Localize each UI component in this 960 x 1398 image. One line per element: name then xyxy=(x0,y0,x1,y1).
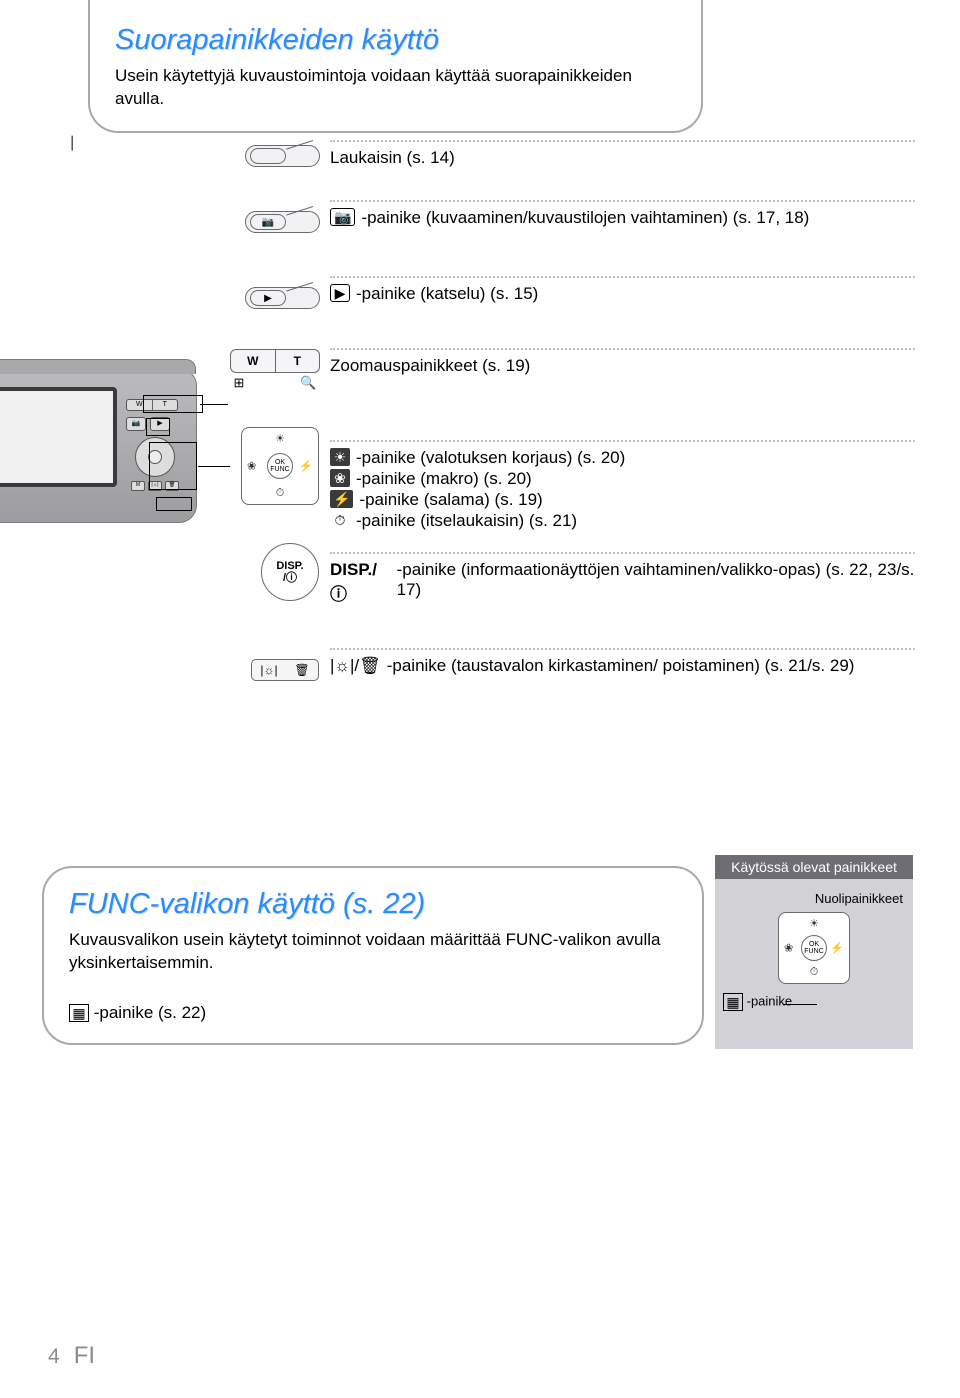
flash-label: -painike (salama) (s. 19) xyxy=(359,490,542,510)
direct-heading: Suorapainikkeiden käyttö xyxy=(115,24,676,57)
dpad-illust-wrap: ☀ ❀ ⚡ ⏱ OK FUNC xyxy=(230,446,330,486)
avail-arrow-label: Nuolipainikkeet xyxy=(725,891,903,906)
available-buttons-panel: Käytössä olevat painikkeet Nuolipainikke… xyxy=(715,855,913,1049)
func-menu-icon: ▦ xyxy=(69,1004,89,1022)
trash-btn-icon: 🗑 xyxy=(294,663,309,677)
timer-icon: ⏱ xyxy=(330,511,350,529)
backlight-illust-wrap: |☼| 🗑 xyxy=(240,650,330,690)
disp-prefix: DISP./ⓘ xyxy=(330,560,391,605)
dpad-left-icon: ❀ xyxy=(247,460,256,473)
avail-dpad: ☀ ❀ ⚡ ⏱ OK FUNC xyxy=(778,912,850,984)
avail-header: Käytössä olevat painikkeet xyxy=(715,855,913,879)
conn-v1 xyxy=(71,136,72,151)
exposure-icon: ☀ xyxy=(330,448,350,466)
dpad-ok: OK xyxy=(275,459,285,466)
avail-conn xyxy=(783,1004,817,1005)
page-lang: FI xyxy=(74,1342,95,1370)
disp-bottom: /ⓘ xyxy=(283,572,297,584)
camera-icon: 📷 xyxy=(250,214,286,230)
macro-icon: ❀ xyxy=(330,469,350,487)
dpad-func: FUNC xyxy=(270,466,289,473)
backlight-btn-left-icon: |☼| xyxy=(260,663,277,677)
direct-buttons-callout: Suorapainikkeiden käyttö Usein käytettyj… xyxy=(88,0,703,133)
camera-play-btn: ▶ xyxy=(150,417,170,431)
disp-top: DISP. xyxy=(276,560,303,572)
dpad-down-icon: ⏱ xyxy=(276,487,285,500)
camera-dpad xyxy=(135,437,175,477)
play-label: -painike (katselu) (s. 15) xyxy=(356,284,538,304)
dpad-up-icon: ☀ xyxy=(275,432,285,445)
camera-shoot-btn: 📷 xyxy=(126,417,146,431)
shutter-button-illust xyxy=(235,136,330,176)
disp-illust-wrap: DISP. /ⓘ xyxy=(250,552,330,592)
disp-label: -painike (informaationäyttöjen vaihtamin… xyxy=(397,560,915,600)
camera-illustration: OLYMPUS W T 📷 ▶ M|☼|🗑 xyxy=(0,368,197,523)
func-heading: FUNC-valikon käyttö (s. 22) xyxy=(69,888,677,921)
play-icon-inline: ▶ xyxy=(330,284,350,302)
shutter-label: Laukaisin (s. 14) xyxy=(330,148,455,168)
page-number: 4 xyxy=(48,1345,60,1369)
zoom-label: Zoomauspainikkeet (s. 19) xyxy=(330,356,530,376)
func-callout: FUNC-valikon käyttö (s. 22) Kuvausvaliko… xyxy=(42,866,704,1045)
row-zoom: W T ⊞ 🔍 Zoomauspainikkeet (s. 19) xyxy=(330,348,915,376)
play-icon: ▶ xyxy=(250,290,286,306)
avail-bottom-label: ▦ -painike xyxy=(723,993,792,1011)
zoom-t: T xyxy=(276,350,320,372)
page-footer: 4 FI xyxy=(48,1342,95,1370)
zoom-button-illust: W T ⊞ 🔍 xyxy=(220,350,330,390)
direct-subtext: Usein käytettyjä kuvaustoimintoja voidaa… xyxy=(115,65,676,111)
row-dpad: ☀ ❀ ⚡ ⏱ OK FUNC ☀ -painike (valotuksen k… xyxy=(330,440,915,531)
camera-icon-inline: 📷 xyxy=(330,208,355,226)
func-subtext: Kuvausvalikon usein käytetyt toiminnot v… xyxy=(69,929,677,975)
shoot-label: -painike (kuvaaminen/kuvaustilojen vaiht… xyxy=(361,208,809,228)
row-play: ▶ ▶ -painike (katselu) (s. 15) xyxy=(330,276,915,304)
row-shoot: 📷 📷 -painike (kuvaaminen/kuvaustilojen v… xyxy=(330,200,915,228)
macro-label: -painike (makro) (s. 20) xyxy=(356,469,532,489)
shoot-button-illust: 📷 xyxy=(235,202,330,242)
conn-dpad xyxy=(198,466,230,467)
zoom-w: W xyxy=(231,350,276,372)
backlight-label: -painike (taustavalon kirkastaminen/ poi… xyxy=(387,656,855,676)
zoom-sub-left-icon: ⊞ xyxy=(233,375,244,391)
conn-zoom xyxy=(200,404,228,405)
camera-zoombar: W T xyxy=(126,399,178,411)
timer-label: -painike (itselaukaisin) (s. 21) xyxy=(356,511,577,531)
func-btn-line: ▦ -painike (s. 22) xyxy=(69,1003,677,1023)
play-button-illust: ▶ xyxy=(235,278,330,318)
row-disp: DISP. /ⓘ DISP./ⓘ -painike (informaationä… xyxy=(330,552,915,605)
func-btn-label: -painike (s. 22) xyxy=(94,1003,206,1022)
row-backlight: |☼| 🗑 |☼|/🗑 -painike (taustavalon kirkas… xyxy=(330,648,915,676)
backlight-icon-inline: |☼|/🗑 xyxy=(330,656,381,676)
dpad-right-icon: ⚡ xyxy=(299,460,313,473)
row-shutter: Laukaisin (s. 14) xyxy=(330,140,915,168)
zoom-sub-right-icon: 🔍 xyxy=(300,375,316,391)
exposure-label: -painike (valotuksen korjaus) (s. 20) xyxy=(356,448,625,468)
flash-icon: ⚡ xyxy=(330,490,353,508)
